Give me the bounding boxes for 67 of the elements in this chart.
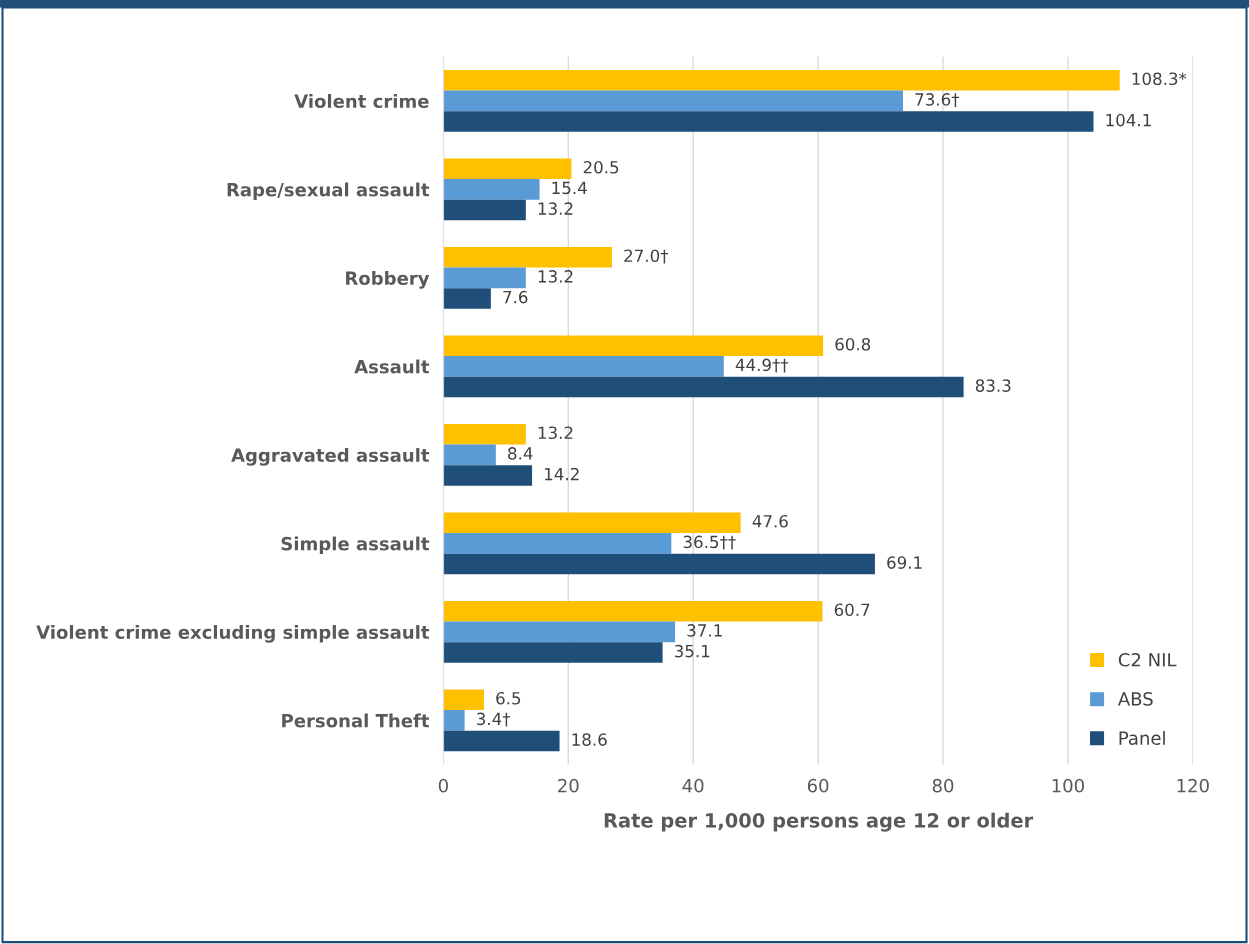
x-tick-label: 80 bbox=[932, 778, 954, 793]
bar bbox=[443, 199, 526, 221]
data-label: 60.8 bbox=[835, 337, 871, 351]
bar bbox=[443, 600, 823, 622]
data-label: 83.3 bbox=[975, 379, 1011, 392]
bar bbox=[443, 376, 964, 398]
y-tick-label: Assault bbox=[354, 359, 430, 374]
bar bbox=[443, 621, 676, 643]
bar bbox=[443, 111, 1094, 132]
y-tick-label: Violent crime bbox=[294, 94, 429, 109]
bar bbox=[443, 512, 741, 534]
data-label: 18.6 bbox=[572, 733, 607, 746]
x-tick-label: 40 bbox=[682, 778, 704, 793]
bar bbox=[443, 356, 724, 377]
data-label: 27.0† bbox=[624, 249, 669, 264]
data-label: 15.4 bbox=[552, 181, 587, 195]
bar bbox=[443, 689, 484, 711]
y-tick-label: Aggravated assault bbox=[231, 448, 430, 466]
x-tick-label: 120 bbox=[1177, 778, 1209, 793]
data-label: 60.7 bbox=[834, 603, 870, 617]
data-label: 35.1 bbox=[674, 644, 710, 658]
data-label: 3.4† bbox=[477, 712, 511, 727]
y-tick-label: Robbery bbox=[346, 271, 430, 289]
data-label: 13.2 bbox=[538, 270, 573, 283]
data-label: 108.3* bbox=[1132, 72, 1187, 86]
bar bbox=[443, 288, 491, 309]
data-label: 36.5†† bbox=[683, 535, 736, 550]
data-label: 6.5 bbox=[496, 691, 521, 705]
bar bbox=[443, 533, 672, 554]
bar bbox=[443, 179, 540, 200]
bar bbox=[443, 267, 526, 289]
bar bbox=[443, 710, 465, 731]
data-label: 47.6 bbox=[752, 514, 788, 528]
bar bbox=[443, 69, 1120, 91]
bar bbox=[443, 335, 824, 357]
data-label: 13.2 bbox=[538, 426, 573, 440]
bar bbox=[443, 642, 663, 663]
x-tick-label: 60 bbox=[807, 778, 829, 793]
data-label: 73.6† bbox=[915, 93, 960, 108]
data-label: 8.4 bbox=[508, 447, 533, 460]
data-label: 13.2 bbox=[538, 202, 573, 215]
data-label: 104.1 bbox=[1106, 113, 1151, 127]
x-tick-label: 0 bbox=[438, 778, 448, 793]
legend-label: Panel bbox=[1119, 730, 1165, 745]
data-label: 20.5 bbox=[583, 160, 619, 174]
x-tick-label: 100 bbox=[1052, 778, 1084, 793]
bar bbox=[443, 423, 526, 445]
data-label: 37.1 bbox=[687, 624, 722, 637]
data-label: 14.2 bbox=[545, 467, 579, 481]
bar bbox=[443, 444, 496, 466]
data-label: 44.9†† bbox=[735, 358, 789, 373]
x-axis-title: Rate per 1,000 persons age 12 or older bbox=[604, 812, 1034, 832]
y-tick-label: Simple assault bbox=[281, 536, 430, 554]
x-tick-label: 20 bbox=[558, 778, 579, 793]
bar bbox=[443, 465, 533, 486]
bar bbox=[443, 246, 613, 268]
y-tick-label: Personal Theft bbox=[282, 713, 430, 728]
y-tick-label: Violent crime excluding simple assault bbox=[36, 625, 430, 643]
y-tick-label: Rape/sexual assault bbox=[227, 182, 430, 200]
bar bbox=[443, 90, 904, 112]
bar bbox=[443, 730, 560, 752]
data-label: 7.6 bbox=[503, 290, 528, 304]
bar bbox=[443, 553, 875, 575]
legend-label: C2 NIL bbox=[1118, 652, 1177, 667]
legend-label: ABS bbox=[1117, 692, 1153, 706]
data-label: 69.1 bbox=[887, 556, 922, 569]
bar bbox=[443, 158, 572, 180]
